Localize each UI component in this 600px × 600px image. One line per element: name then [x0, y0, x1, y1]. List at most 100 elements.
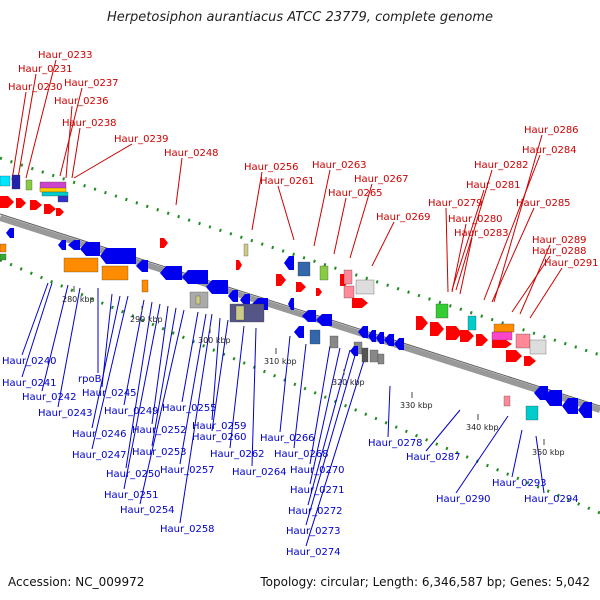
gene-label-bottom-24[interactable]: Haur_0271 [290, 485, 345, 496]
gene-label-bottom-25[interactable]: Haur_0272 [288, 506, 343, 517]
gene-label-bottom-20[interactable]: Haur_0264 [232, 467, 287, 478]
gene-label-bottom-16[interactable]: Haur_0258 [160, 524, 215, 535]
gene-feature-79[interactable] [544, 390, 562, 406]
gene-feature-47[interactable] [352, 298, 368, 308]
gene-feature-78[interactable] [534, 386, 548, 400]
gene-label-bottom-22[interactable]: Haur_0268 [274, 449, 329, 460]
gene-feature-36[interactable] [243, 243, 249, 257]
gene-label-top-15[interactable]: Haur_0280 [448, 214, 503, 225]
gene-label-top-20[interactable]: Haur_0285 [516, 198, 571, 209]
gene-feature-28[interactable] [240, 294, 250, 306]
gene-label-bottom-13[interactable]: Haur_0254 [120, 505, 175, 516]
gene-feature-49[interactable] [302, 310, 316, 322]
gene-label-top-6[interactable]: Haur_0239 [114, 134, 169, 145]
gene-label-bottom-6[interactable]: Haur_0246 [72, 429, 127, 440]
gene-label-bottom-3[interactable]: Haur_0243 [38, 408, 93, 419]
gene-feature-81[interactable] [578, 402, 592, 418]
gene-feature-50[interactable] [316, 314, 332, 326]
gene-label-bottom-5[interactable]: Haur_0245 [82, 388, 137, 399]
gene-feature-74[interactable] [515, 333, 531, 349]
gene-feature-77[interactable] [524, 356, 536, 366]
gene-feature-61[interactable] [384, 334, 394, 346]
gene-feature-21[interactable] [126, 254, 132, 264]
gene-feature-55[interactable] [361, 347, 369, 363]
gene-feature-57[interactable] [377, 353, 385, 365]
gene-feature-24[interactable] [160, 266, 182, 280]
gene-feature-71[interactable] [493, 323, 515, 333]
gene-label-bottom-18[interactable]: Haur_0260 [192, 432, 247, 443]
gene-feature-35[interactable] [236, 260, 242, 270]
gene-feature-51[interactable] [288, 298, 294, 310]
gene-feature-32[interactable] [229, 303, 265, 323]
gene-feature-38[interactable] [297, 261, 311, 277]
gene-feature-70[interactable] [467, 315, 477, 331]
gene-feature-39[interactable] [276, 274, 286, 286]
gene-feature-59[interactable] [368, 330, 376, 342]
gene-label-bottom-10[interactable]: Haur_0251 [104, 490, 159, 501]
gene-label-bottom-11[interactable]: Haur_0252 [132, 425, 187, 436]
gene-feature-25[interactable] [182, 270, 208, 284]
gene-feature-53[interactable] [329, 335, 339, 349]
gene-label-top-22[interactable]: Haur_0288 [532, 246, 587, 257]
gene-feature-31[interactable] [195, 295, 201, 305]
gene-feature-44[interactable] [343, 269, 353, 285]
gene-feature-12[interactable] [6, 228, 14, 238]
gene-label-bottom-28[interactable]: Haur_0278 [368, 438, 423, 449]
gene-feature-62[interactable] [394, 338, 404, 350]
gene-label-bottom-23[interactable]: Haur_0270 [290, 465, 345, 476]
gene-label-top-17[interactable]: Haur_0281 [466, 180, 521, 191]
gene-label-bottom-19[interactable]: Haur_0262 [210, 449, 265, 460]
gene-feature-75[interactable] [529, 339, 547, 355]
gene-label-top-8[interactable]: Haur_0256 [244, 162, 299, 173]
gene-feature-80[interactable] [562, 398, 578, 414]
gene-label-bottom-7[interactable]: Haur_0247 [72, 450, 127, 461]
gene-feature-4[interactable] [39, 187, 67, 193]
gene-label-top-1[interactable]: Haur_0231 [18, 64, 73, 75]
gene-label-bottom-26[interactable]: Haur_0273 [286, 526, 341, 537]
gene-label-bottom-8[interactable]: Haur_0249 [104, 406, 159, 417]
gene-label-top-18[interactable]: Haur_0282 [474, 160, 529, 171]
gene-feature-23[interactable] [141, 279, 149, 293]
gene-feature-0[interactable] [0, 175, 11, 187]
gene-feature-73[interactable] [492, 340, 512, 348]
gene-feature-66[interactable] [430, 322, 444, 336]
gene-feature-69[interactable] [476, 334, 488, 346]
gene-feature-17[interactable] [80, 242, 100, 256]
gene-feature-22[interactable] [136, 260, 148, 272]
gene-label-top-19[interactable]: Haur_0284 [522, 145, 577, 156]
gene-label-top-10[interactable]: Haur_0263 [312, 160, 367, 171]
gene-label-bottom-14[interactable]: Haur_0255 [162, 403, 217, 414]
gene-label-bottom-29[interactable]: Haur_0287 [406, 452, 461, 463]
gene-feature-46[interactable] [355, 279, 375, 295]
gene-label-top-0[interactable]: Haur_0233 [38, 50, 93, 61]
gene-feature-11[interactable] [56, 208, 64, 216]
gene-feature-6[interactable] [57, 195, 69, 203]
gene-label-bottom-30[interactable]: Haur_0290 [436, 494, 491, 505]
gene-feature-1[interactable] [11, 174, 21, 190]
gene-feature-40[interactable] [296, 282, 306, 292]
gene-feature-33[interactable] [235, 305, 245, 321]
gene-label-top-11[interactable]: Haur_0265 [328, 188, 383, 199]
gene-feature-60[interactable] [376, 332, 384, 344]
gene-feature-7[interactable] [0, 196, 14, 208]
gene-feature-48[interactable] [294, 326, 304, 338]
gene-label-top-12[interactable]: Haur_0267 [354, 174, 409, 185]
gene-feature-8[interactable] [16, 198, 26, 208]
gene-label-top-23[interactable]: Haur_0289 [532, 235, 587, 246]
gene-feature-52[interactable] [309, 329, 321, 345]
gene-label-top-13[interactable]: Haur_0269 [376, 212, 431, 223]
gene-feature-56[interactable] [369, 349, 379, 363]
gene-label-bottom-32[interactable]: Haur_0294 [524, 494, 579, 505]
gene-feature-76[interactable] [506, 350, 522, 362]
gene-feature-2[interactable] [25, 179, 33, 191]
gene-feature-14[interactable] [0, 253, 7, 261]
gene-feature-42[interactable] [319, 265, 329, 281]
gene-feature-15[interactable] [58, 240, 66, 250]
gene-label-top-7[interactable]: Haur_0248 [164, 148, 219, 159]
gene-feature-83[interactable] [503, 395, 511, 407]
gene-label-bottom-17[interactable]: Haur_0259 [192, 421, 247, 432]
gene-feature-58[interactable] [358, 326, 368, 338]
gene-label-top-2[interactable]: Haur_0230 [8, 82, 63, 93]
gene-feature-13[interactable] [0, 243, 7, 253]
gene-label-top-24[interactable]: Haur_0291 [544, 258, 599, 269]
